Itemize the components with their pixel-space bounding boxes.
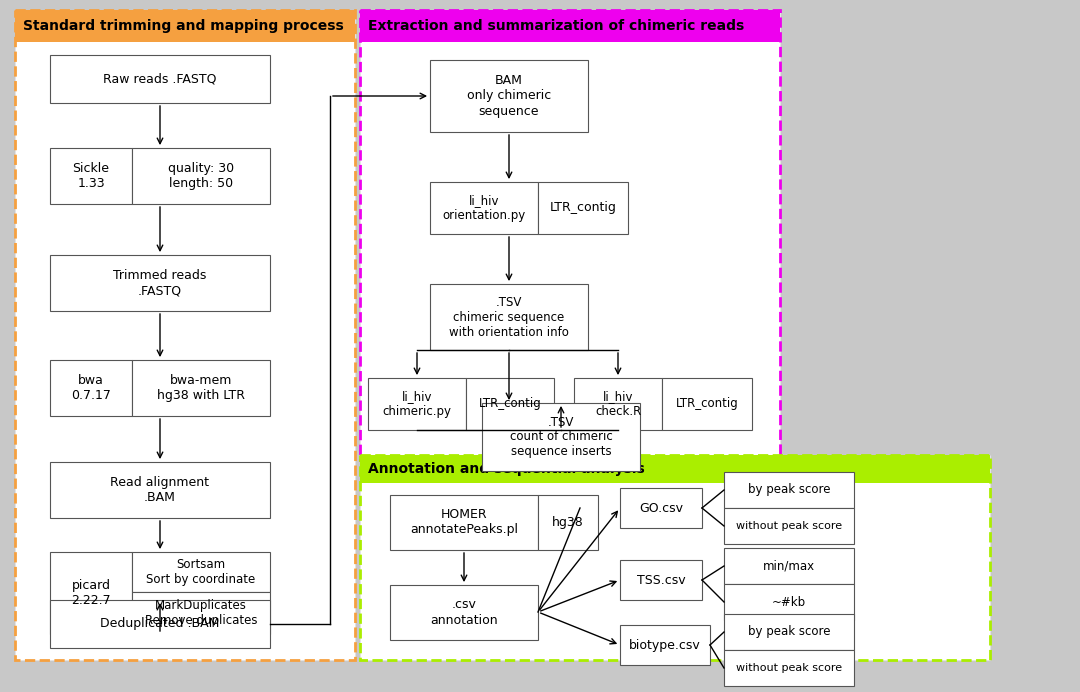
- Text: li_hiv
chimeric.py: li_hiv chimeric.py: [382, 390, 451, 418]
- Bar: [50, 255, 270, 311]
- Bar: [390, 585, 538, 640]
- Bar: [430, 284, 588, 350]
- Bar: [724, 584, 854, 620]
- Text: li_hiv
orientation.py: li_hiv orientation.py: [443, 194, 526, 222]
- Text: picard
2.22.7: picard 2.22.7: [71, 579, 111, 607]
- Bar: [482, 403, 640, 471]
- Text: min/max: min/max: [762, 560, 815, 572]
- Text: Read alignment
.BAM: Read alignment .BAM: [110, 476, 210, 504]
- Bar: [724, 508, 854, 544]
- Bar: [360, 10, 780, 42]
- Text: quality: 30
length: 50: quality: 30 length: 50: [167, 162, 234, 190]
- Text: LTR_contig: LTR_contig: [478, 397, 541, 410]
- Bar: [50, 360, 132, 416]
- Bar: [15, 10, 355, 660]
- Bar: [538, 495, 598, 550]
- Bar: [390, 495, 538, 550]
- Bar: [50, 462, 270, 518]
- Text: Annotation and sequential analysis: Annotation and sequential analysis: [368, 462, 645, 476]
- Text: Sortsam
Sort by coordinate: Sortsam Sort by coordinate: [147, 558, 256, 586]
- Text: .TSV
count of chimeric
sequence inserts: .TSV count of chimeric sequence inserts: [510, 415, 612, 459]
- Bar: [15, 10, 355, 42]
- Text: HOMER
annotatePeaks.pl: HOMER annotatePeaks.pl: [410, 509, 518, 536]
- Bar: [465, 378, 554, 430]
- Text: biotype.csv: biotype.csv: [630, 639, 701, 651]
- Bar: [368, 378, 465, 430]
- Bar: [620, 560, 702, 600]
- Text: BAM
only chimeric
sequence: BAM only chimeric sequence: [467, 75, 551, 118]
- Text: hg38: hg38: [552, 516, 584, 529]
- Text: without peak score: without peak score: [735, 521, 842, 531]
- Text: without peak score: without peak score: [735, 663, 842, 673]
- Text: .csv
annotation: .csv annotation: [430, 599, 498, 626]
- Bar: [724, 548, 854, 584]
- Text: Extraction and summarization of chimeric reads: Extraction and summarization of chimeric…: [368, 19, 744, 33]
- Bar: [50, 55, 270, 103]
- Bar: [430, 182, 538, 234]
- Bar: [724, 650, 854, 686]
- Text: Standard trimming and mapping process: Standard trimming and mapping process: [23, 19, 343, 33]
- Text: Deduplicated .BAM: Deduplicated .BAM: [100, 617, 219, 630]
- Text: MarkDuplicates
Remove duplicates: MarkDuplicates Remove duplicates: [145, 599, 257, 627]
- Bar: [360, 455, 990, 483]
- Text: GO.csv: GO.csv: [639, 502, 683, 514]
- Text: LTR_contig: LTR_contig: [676, 397, 739, 410]
- Bar: [132, 360, 270, 416]
- Text: by peak score: by peak score: [747, 484, 831, 496]
- Bar: [538, 182, 627, 234]
- Bar: [132, 592, 270, 634]
- Bar: [50, 600, 270, 648]
- Bar: [360, 455, 990, 660]
- Text: Sickle
1.33: Sickle 1.33: [72, 162, 109, 190]
- Text: LTR_contig: LTR_contig: [550, 201, 617, 215]
- Bar: [132, 552, 270, 592]
- Bar: [724, 472, 854, 508]
- Bar: [360, 10, 780, 460]
- Bar: [50, 148, 132, 204]
- Bar: [724, 614, 854, 650]
- Text: bwa-mem
hg38 with LTR: bwa-mem hg38 with LTR: [157, 374, 245, 402]
- Text: bwa
0.7.17: bwa 0.7.17: [71, 374, 111, 402]
- Bar: [573, 378, 662, 430]
- Text: Trimmed reads
.FASTQ: Trimmed reads .FASTQ: [113, 269, 206, 297]
- Text: li_hiv
check.R: li_hiv check.R: [595, 390, 642, 418]
- Bar: [620, 625, 710, 665]
- Text: Raw reads .FASTQ: Raw reads .FASTQ: [104, 73, 217, 86]
- Bar: [620, 488, 702, 528]
- Bar: [430, 60, 588, 132]
- Bar: [50, 552, 132, 634]
- Text: by peak score: by peak score: [747, 626, 831, 639]
- Bar: [132, 148, 270, 204]
- Text: ~#kb: ~#kb: [772, 596, 806, 608]
- Text: .TSV
chimeric sequence
with orientation info: .TSV chimeric sequence with orientation …: [449, 295, 569, 338]
- Bar: [662, 378, 752, 430]
- Text: TSS.csv: TSS.csv: [637, 574, 686, 587]
